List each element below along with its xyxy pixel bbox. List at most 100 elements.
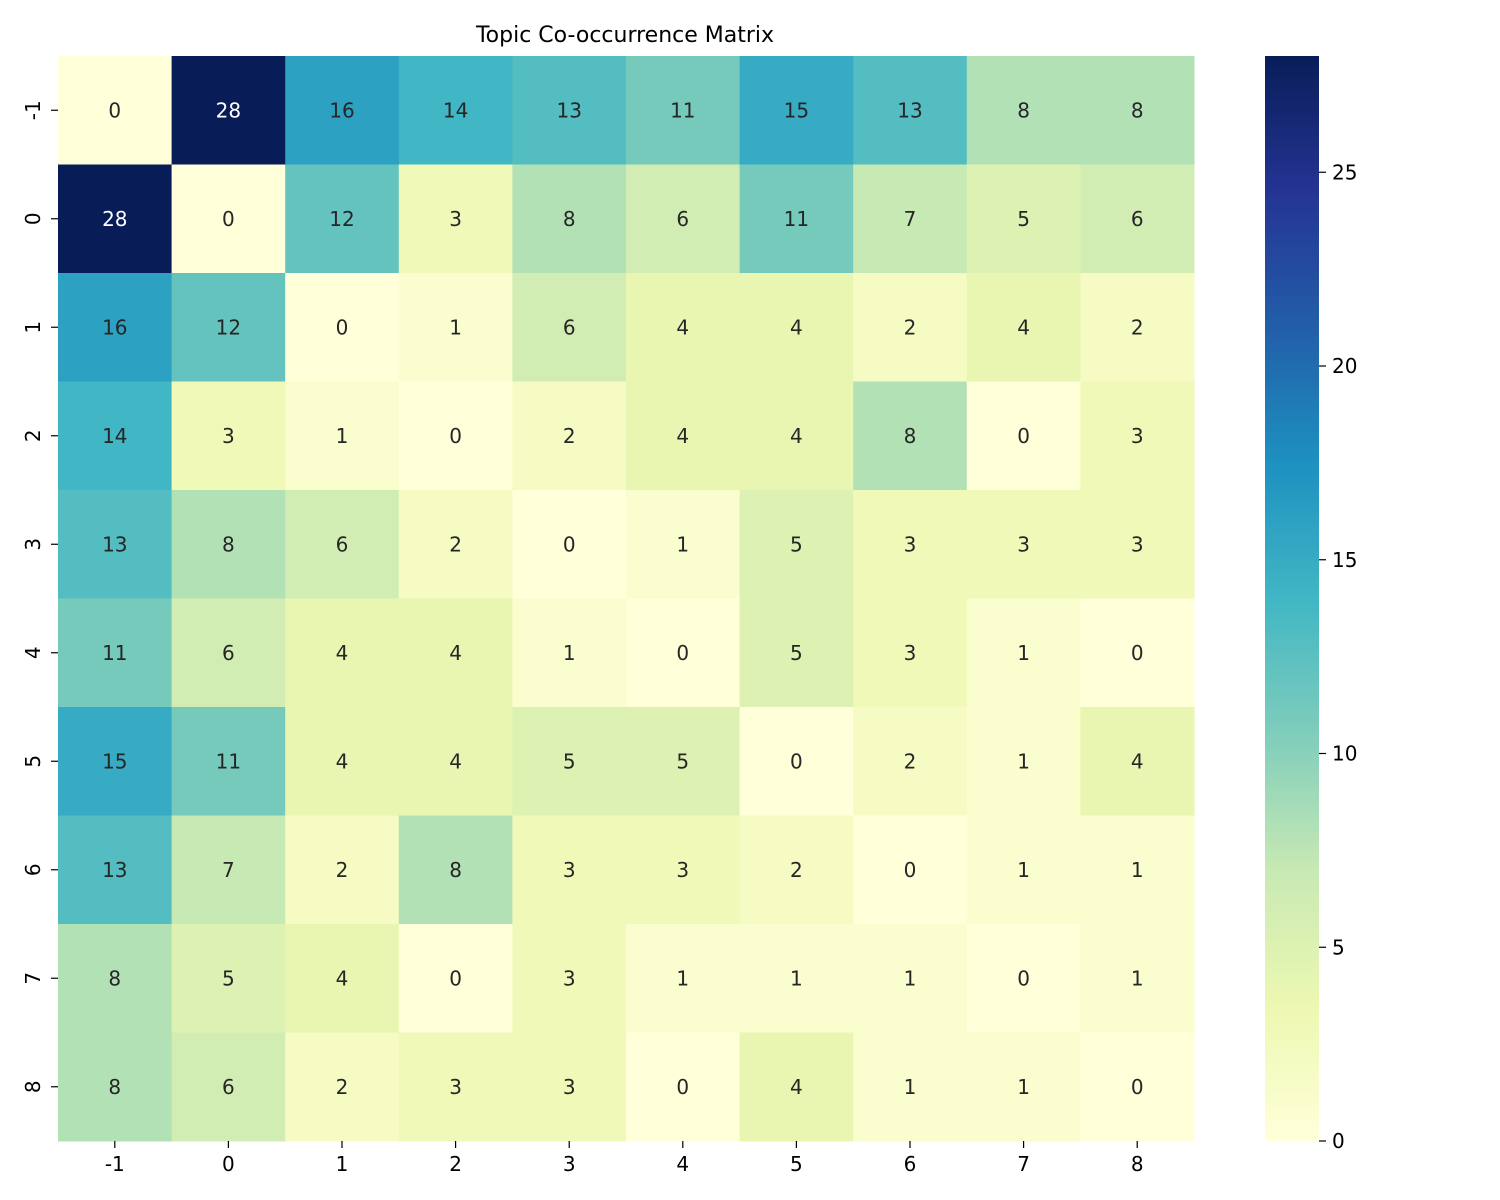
heatmap-cell (512, 490, 627, 599)
heatmap-cells: 0 28 16 14 13 11 15 13 8 828 0 12 3 8 6 11 7 5 616 12 0 1 6 4 4 2… (58, 56, 1195, 1142)
cell-value-label: 11 (784, 207, 809, 231)
heatmap-cell (739, 490, 854, 599)
cell-value-label: 6 (222, 1075, 235, 1099)
heatmap-cell (285, 273, 400, 382)
heatmap-cell (626, 924, 741, 1033)
heatmap-cell (739, 924, 854, 1033)
x-axis: -1 0 1 2 3 4 5 6 7 8 (105, 1141, 1144, 1176)
colorbar-tick-label: 20 (1332, 354, 1357, 378)
x-tick-label: 3 (563, 1152, 576, 1176)
cell-value-label: 8 (1131, 98, 1144, 122)
cell-value-label: 4 (790, 315, 803, 339)
heatmap-cell (285, 815, 400, 925)
heatmap-cell (171, 1032, 286, 1142)
cell-value-label: 0 (336, 315, 349, 339)
cell-value-label: 2 (336, 1075, 349, 1099)
y-tick-label: -1 (21, 100, 45, 120)
heatmap-cell (1080, 164, 1195, 274)
x-tick-label: 4 (676, 1152, 689, 1176)
heatmap-cell (58, 924, 173, 1033)
heatmap-cell (966, 164, 1081, 274)
cell-value-label: 1 (1017, 641, 1030, 665)
cell-value-label: 0 (1131, 641, 1144, 665)
cell-value-label: 0 (449, 966, 462, 990)
cell-value-label: 8 (904, 424, 917, 448)
y-tick-label: 2 (21, 429, 45, 442)
heatmap-cell (512, 707, 627, 816)
heatmap-cell (853, 490, 968, 599)
cell-value-label: 12 (216, 315, 241, 339)
colorbar-tick-label: 25 (1332, 160, 1357, 184)
heatmap-cell (285, 381, 400, 491)
heatmap-cell (398, 598, 513, 708)
cell-value-label: 4 (1017, 315, 1030, 339)
heatmap-cell (285, 56, 400, 165)
cell-value-label: 0 (904, 858, 917, 882)
cell-value-label: 2 (449, 532, 462, 556)
heatmap-cell (739, 598, 854, 708)
heatmap-cell (171, 56, 286, 165)
heatmap-cell (739, 381, 854, 491)
heatmap-cell (1080, 273, 1195, 382)
cell-value-label: 13 (102, 858, 127, 882)
cell-value-label: 1 (904, 966, 917, 990)
heatmap-cell (1080, 381, 1195, 491)
heatmap-cell (171, 381, 286, 491)
y-tick-label: 4 (21, 646, 45, 659)
heatmap-cell (512, 381, 627, 491)
cell-value-label: 2 (790, 858, 803, 882)
cell-value-label: 1 (1131, 858, 1144, 882)
cell-value-label: 3 (676, 858, 689, 882)
cell-value-label: 0 (222, 207, 235, 231)
heatmap-cell (512, 273, 627, 382)
heatmap-cell (58, 598, 173, 708)
y-tick-label: 8 (21, 1080, 45, 1093)
heatmap-cell (171, 815, 286, 925)
cell-value-label: 8 (449, 858, 462, 882)
cell-value-label: 12 (329, 207, 354, 231)
heatmap-cell (853, 164, 968, 274)
heatmap-cell (512, 1032, 627, 1142)
heatmap-cell (171, 490, 286, 599)
colorbar-gradient (1265, 56, 1319, 1141)
cell-value-label: 6 (676, 207, 689, 231)
cell-value-label: 15 (784, 98, 809, 122)
heatmap-cell (626, 815, 741, 925)
cell-value-label: 8 (1017, 98, 1030, 122)
heatmap-cell (626, 707, 741, 816)
heatmap-cell (853, 1032, 968, 1142)
cell-value-label: 3 (904, 532, 917, 556)
heatmap-cell (626, 490, 741, 599)
heatmap-cell (285, 598, 400, 708)
cell-value-label: 3 (1017, 532, 1030, 556)
cell-value-label: 4 (790, 424, 803, 448)
cell-value-label: 0 (1017, 424, 1030, 448)
heatmap-cell (285, 164, 400, 274)
cell-value-label: 11 (102, 641, 127, 665)
cell-value-label: 4 (676, 424, 689, 448)
cell-value-label: 3 (1131, 532, 1144, 556)
cell-value-label: 15 (102, 749, 127, 773)
heatmap-cell (512, 815, 627, 925)
cell-value-label: 1 (1017, 858, 1030, 882)
cell-value-label: 4 (336, 641, 349, 665)
heatmap-cell (626, 164, 741, 274)
cell-value-label: 0 (790, 749, 803, 773)
colorbar-tick-label: 15 (1332, 548, 1357, 572)
cell-value-label: 1 (676, 966, 689, 990)
cell-value-label: 0 (563, 532, 576, 556)
heatmap-cell (398, 924, 513, 1033)
heatmap-cell (285, 924, 400, 1033)
cell-value-label: 3 (563, 858, 576, 882)
cell-value-label: 5 (222, 966, 235, 990)
heatmap-cell (58, 1032, 173, 1142)
y-tick-label: 3 (21, 538, 45, 551)
cell-value-label: 0 (1131, 1075, 1144, 1099)
heatmap-cell (966, 707, 1081, 816)
colorbar-tick-label: 0 (1332, 1129, 1345, 1153)
heatmap-cell (1080, 598, 1195, 708)
cell-value-label: 5 (1017, 207, 1030, 231)
heatmap-cell (171, 707, 286, 816)
cell-value-label: 8 (108, 966, 121, 990)
heatmap-cell (285, 1032, 400, 1142)
